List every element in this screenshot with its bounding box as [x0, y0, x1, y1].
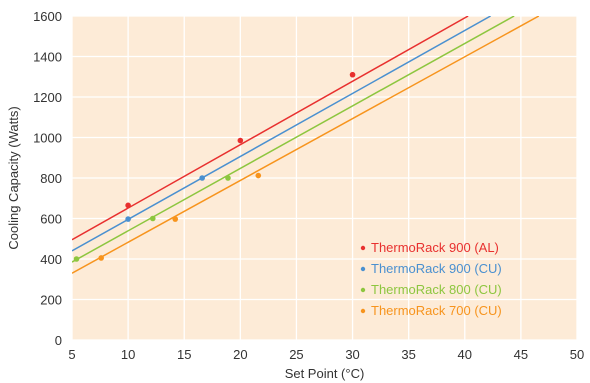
series-line-1 — [72, 16, 469, 241]
legend-marker-4 — [360, 308, 366, 314]
x-axis-title: Set Point (°C) — [285, 366, 365, 381]
x-tick-label: 25 — [289, 347, 303, 362]
data-point-series-1 — [237, 137, 244, 144]
legend-marker-1 — [360, 245, 366, 251]
y-tick-label: 1000 — [33, 131, 62, 146]
y-tick-label: 400 — [40, 252, 62, 267]
legend-label-2: ThermoRack 900 (CU) — [371, 261, 502, 276]
data-point-series-3 — [150, 215, 156, 222]
legend-label-1: ThermoRack 900 (AL) — [371, 240, 499, 255]
data-point-series-2 — [199, 175, 205, 181]
y-tick-label: 0 — [55, 333, 62, 348]
x-axis-ticks: 5 10 15 20 25 30 35 40 45 50 — [68, 347, 584, 362]
data-point-series-3 — [73, 256, 80, 262]
series-line-4 — [72, 16, 540, 274]
legend-marker-3 — [360, 287, 366, 293]
x-tick-label: 10 — [121, 347, 135, 362]
y-tick-label: 800 — [40, 171, 62, 186]
data-point-series-3 — [225, 175, 231, 181]
data-point-series-1 — [125, 202, 131, 209]
series-points — [73, 71, 356, 262]
series-line-3 — [72, 16, 515, 263]
legend-label-3: ThermoRack 800 (CU) — [371, 282, 502, 297]
data-point-series-1 — [349, 71, 356, 78]
x-tick-label: 20 — [233, 347, 247, 362]
x-tick-label: 30 — [345, 347, 359, 362]
y-tick-label: 600 — [40, 212, 62, 227]
legend-label-4: ThermoRack 700 (CU) — [371, 303, 502, 318]
legend-marker-2 — [360, 266, 366, 272]
data-point-series-4 — [255, 172, 262, 179]
series-lines — [72, 16, 540, 274]
x-tick-label: 35 — [401, 347, 415, 362]
x-tick-label: 45 — [514, 347, 528, 362]
series-line-2 — [72, 16, 491, 252]
data-point-series-4 — [172, 216, 179, 222]
data-point-series-4 — [98, 255, 104, 261]
y-tick-label: 1400 — [33, 50, 62, 65]
y-axis-title: Cooling Capacity (Watts) — [6, 106, 21, 249]
legend: ThermoRack 900 (AL) ThermoRack 900 (CU) Th… — [360, 240, 502, 318]
grid-lines — [71, 15, 578, 341]
y-tick-label: 1600 — [33, 9, 62, 24]
y-tick-label: 200 — [40, 293, 62, 308]
y-axis-ticks: 0 200 400 600 800 1000 1200 1400 1600 — [33, 9, 62, 348]
y-tick-label: 1200 — [33, 90, 62, 105]
data-point-series-2 — [125, 216, 131, 222]
x-tick-label: 15 — [177, 347, 191, 362]
x-tick-label: 50 — [570, 347, 584, 362]
x-tick-label: 5 — [68, 347, 75, 362]
x-tick-label: 40 — [458, 347, 472, 362]
